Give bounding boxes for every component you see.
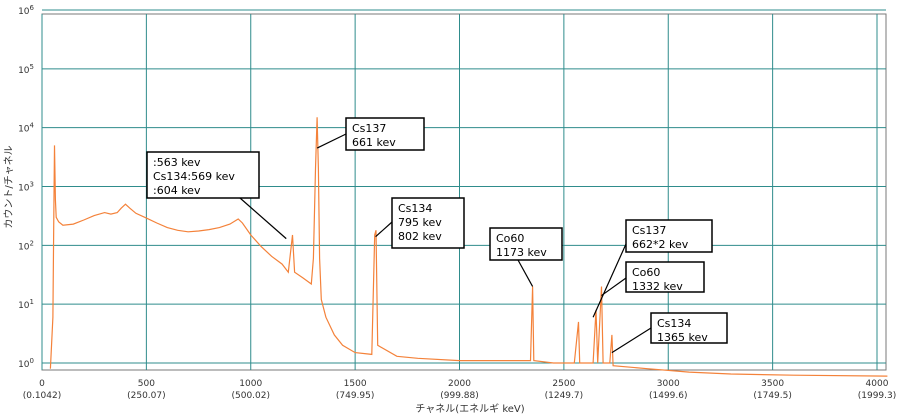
tick-labels: 0 (0.1042) 500 (250.07) 1000 (500.02) 1500 (749… — [18, 4, 896, 401]
x-tick-sublabel: (1999.3) — [858, 391, 897, 401]
y-tick-label: 103 — [18, 181, 34, 194]
x-tick-sublabel: (749.95) — [336, 391, 375, 401]
x-tick-sublabel: (250.07) — [127, 391, 166, 401]
y-tick-label: 104 — [18, 122, 34, 135]
callout-text: 662*2 kev — [632, 238, 689, 251]
y-tick-label: 106 — [18, 4, 34, 17]
callout-box — [625, 219, 713, 253]
callout-text: Cs137 — [632, 224, 666, 237]
callout-leader — [611, 327, 652, 354]
callout-leader — [375, 221, 393, 238]
series-line — [49, 117, 888, 377]
callout-box — [146, 151, 260, 199]
x-tick-label: 4000 — [866, 379, 889, 389]
x-tick-label: 3000 — [657, 379, 680, 389]
y-axis-label: カウント/チャネル — [3, 145, 15, 228]
callout-text: Co60 — [632, 266, 660, 279]
callout-text: Cs134 — [398, 202, 432, 215]
callout-box — [650, 312, 728, 344]
x-tick-label: 1500 — [344, 379, 367, 389]
y-tick-label: 101 — [18, 298, 34, 311]
callout-text: Cs134:569 kev — [153, 170, 235, 183]
x-tick-sublabel: (500.02) — [231, 391, 270, 401]
callout-text: :563 kev — [153, 156, 201, 169]
callout-box — [625, 261, 705, 293]
callout-text: 1365 kev — [657, 331, 708, 344]
x-tick-label: 500 — [138, 379, 155, 389]
callout-leader — [592, 243, 627, 318]
x-tick-label: 0 — [39, 379, 45, 389]
series-group — [49, 117, 888, 377]
x-axis-label: チャネル(エネルギ keV) — [415, 403, 524, 415]
callout-text: 802 kev — [398, 230, 442, 243]
x-tick-sublabel: (0.1042) — [23, 391, 62, 401]
y-tick-label: 100 — [18, 357, 34, 370]
y-tick-label: 105 — [18, 63, 34, 76]
x-tick-sublabel: (1249.7) — [545, 391, 584, 401]
callout-leader — [239, 197, 287, 240]
callout-leader — [601, 277, 627, 297]
callout-text: 795 kev — [398, 216, 442, 229]
callout-text: Co60 — [496, 232, 524, 245]
callout-text: Cs134 — [657, 317, 691, 330]
x-tick-label: 1000 — [239, 379, 262, 389]
callout-leader — [316, 133, 347, 149]
x-tick-label: 2500 — [552, 379, 575, 389]
callout-box — [489, 227, 563, 261]
y-tick-label: 102 — [18, 239, 34, 252]
x-tick-sublabel: (1749.5) — [753, 391, 792, 401]
callout-box — [345, 117, 425, 151]
callout-text: 1332 kev — [632, 280, 683, 293]
x-tick-sublabel: (1499.6) — [649, 391, 688, 401]
callout-box — [391, 197, 465, 249]
x-tick-sublabel: (999.88) — [440, 391, 479, 401]
x-tick-label: 2000 — [448, 379, 471, 389]
callout-text: 661 kev — [352, 136, 396, 149]
x-tick-label: 3500 — [761, 379, 784, 389]
callout-text: 1173 kev — [496, 246, 547, 259]
callout-text: Cs137 — [352, 122, 386, 135]
callout-leader — [517, 259, 534, 287]
callout-text: :604 kev — [153, 184, 201, 197]
